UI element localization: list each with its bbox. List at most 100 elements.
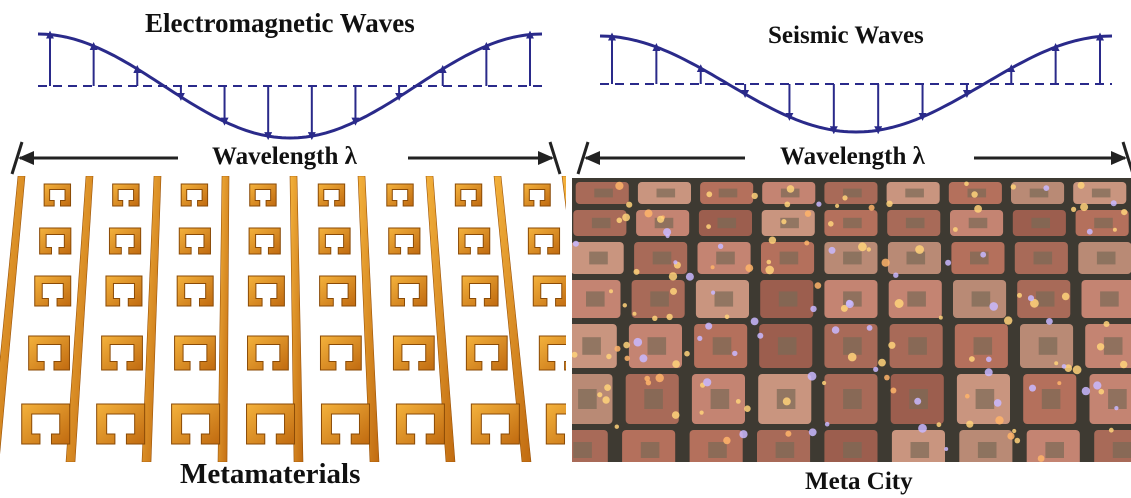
light-dot [639, 354, 648, 363]
wavelength-arrow-right-right-tick [1121, 141, 1131, 173]
wavelength-arrow-left-left-tick [10, 141, 24, 175]
courtyard [717, 217, 737, 229]
light-dot [1093, 381, 1102, 390]
light-dot [1077, 181, 1085, 189]
courtyard [775, 442, 795, 458]
wavelength-arrow-left [10, 141, 562, 175]
light-dot [673, 260, 678, 265]
split-ring-resonator [28, 335, 70, 371]
light-dot [1030, 298, 1039, 308]
courtyard [977, 442, 997, 458]
courtyard [714, 291, 734, 307]
light-dot [944, 447, 949, 451]
light-dot [745, 264, 754, 272]
light-dot [814, 282, 822, 289]
split-ring-resonator [178, 227, 211, 255]
courtyard [779, 251, 799, 265]
light-dot [765, 265, 774, 275]
courtyard [777, 337, 797, 355]
light-dot [1112, 227, 1117, 232]
metal-rod [65, 176, 94, 462]
light-dot [1110, 200, 1117, 207]
split-ring-resonator [247, 275, 285, 307]
meta-city-aerial-image [572, 178, 1131, 462]
light-dot [810, 305, 817, 313]
courtyard [712, 337, 732, 355]
split-ring-resonator [527, 227, 561, 255]
courtyard [968, 217, 988, 229]
light-dot [685, 272, 694, 281]
light-dot [781, 219, 787, 225]
light-dot [831, 326, 840, 334]
light-dot [623, 341, 630, 349]
light-dot [632, 311, 637, 316]
light-dot [1071, 206, 1077, 212]
light-dot [784, 201, 791, 208]
courtyard [578, 389, 597, 409]
split-ring-resonator [317, 183, 346, 207]
light-dot [1098, 388, 1105, 395]
split-ring-resonator [180, 183, 209, 207]
courtyard [975, 389, 995, 409]
light-dot [808, 428, 817, 437]
courtyard [573, 442, 592, 458]
wavelength-arrow-right-left-tick [576, 141, 590, 175]
courtyard [1035, 291, 1055, 307]
light-dot [670, 287, 677, 295]
light-dot [672, 360, 680, 368]
light-dot [914, 397, 922, 405]
wavelength-label-left: Wavelength λ [212, 143, 357, 170]
split-ring-resonator [249, 183, 277, 207]
light-dot [1004, 316, 1013, 325]
split-ring-resonator [458, 227, 491, 255]
light-dot [644, 209, 653, 218]
light-dot [614, 424, 619, 429]
split-ring-resonator [538, 335, 566, 371]
light-dot [915, 245, 924, 254]
light-dot [1108, 427, 1114, 433]
light-dot [816, 201, 822, 207]
courtyard [1038, 337, 1058, 355]
city-grid-illustration [572, 178, 1131, 462]
courtyard [907, 291, 926, 307]
courtyard [654, 217, 674, 229]
courtyard [647, 337, 667, 355]
light-dot [858, 242, 867, 252]
courtyard [656, 188, 676, 198]
light-dot [993, 399, 1002, 407]
courtyard [1045, 442, 1064, 458]
courtyard [843, 188, 862, 198]
light-dot [953, 227, 958, 232]
metal-rod [425, 176, 456, 462]
light-dot [845, 300, 854, 309]
light-dot [884, 374, 890, 381]
courtyard [843, 251, 862, 265]
light-dot [782, 397, 791, 406]
light-dot [711, 290, 716, 295]
courtyard [1094, 217, 1113, 229]
metamaterials-caption: Metamaterials [180, 458, 361, 490]
light-dot [886, 200, 893, 207]
courtyard [644, 389, 663, 409]
em-wave-group [37, 30, 543, 141]
courtyard [780, 217, 799, 229]
light-dot [1046, 318, 1053, 325]
light-dot [918, 423, 927, 433]
light-dot [1114, 406, 1119, 411]
light-dot [705, 322, 713, 330]
light-dot [822, 380, 827, 386]
light-dot [706, 191, 713, 198]
split-ring-resonator [318, 227, 351, 255]
light-dot [964, 181, 969, 187]
light-dot [616, 217, 623, 224]
split-ring-resonator [105, 275, 143, 307]
courtyard [708, 442, 727, 458]
light-dot [804, 240, 810, 246]
split-ring-resonator [320, 403, 370, 445]
light-dot [840, 304, 848, 312]
light-dot [768, 236, 777, 244]
light-dot [804, 210, 812, 217]
wavelength-arrow-right [576, 141, 1131, 175]
light-dot [878, 358, 886, 367]
light-dot [724, 314, 730, 320]
